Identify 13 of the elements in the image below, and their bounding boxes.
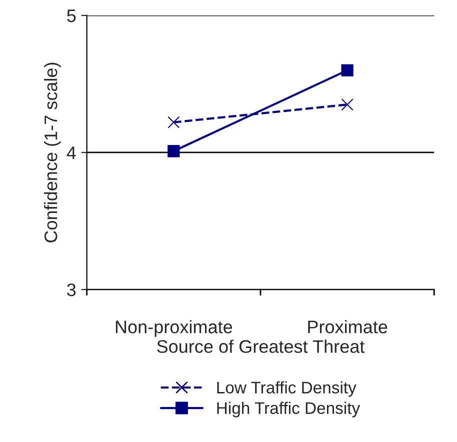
legend-label: Low Traffic Density xyxy=(217,381,356,397)
point xyxy=(168,145,180,158)
point xyxy=(168,116,180,128)
y-axis-title: Confidence (1-7 scale) xyxy=(44,62,61,242)
point xyxy=(341,64,354,76)
x-tick-label: Non-proximate xyxy=(116,320,232,337)
point xyxy=(341,98,354,111)
y-tick-label: 5 xyxy=(67,10,76,22)
y-tick-label: 4 xyxy=(66,146,76,160)
y-tick-label: 3 xyxy=(67,283,76,296)
legend-label: High Traffic Density xyxy=(217,402,360,418)
x-axis-title: Source of Greatest Threat xyxy=(157,340,365,353)
x-tick-label: Proximate xyxy=(308,320,388,334)
